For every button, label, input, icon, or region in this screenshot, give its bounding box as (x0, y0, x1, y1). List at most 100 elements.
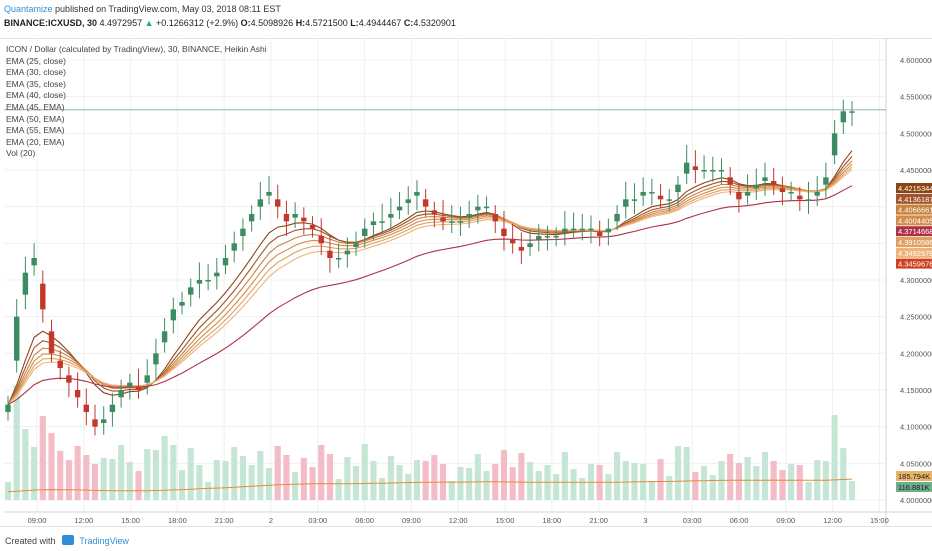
tradingview-logo-icon (62, 535, 75, 545)
candle-body (5, 404, 11, 412)
high-label: H: (295, 18, 306, 28)
volume-bar (405, 474, 412, 500)
price-tag (896, 247, 932, 258)
candle-body (344, 250, 351, 255)
price-tag-label: 4.4066661 (898, 206, 932, 215)
volume-bar (239, 456, 246, 500)
legend-item[interactable]: EMA (45, EMA) (6, 101, 65, 112)
legend-item[interactable]: EMA (20, EMA) (6, 136, 65, 147)
volume-bar (779, 470, 786, 500)
tradingview-link[interactable]: TradingView (79, 536, 129, 546)
legend-item[interactable]: Vol (20) (6, 148, 36, 159)
candle-body (301, 217, 307, 222)
candle-body (509, 239, 516, 244)
volume-bar (335, 479, 342, 500)
candle-body (231, 243, 237, 251)
volume-bar (361, 444, 368, 500)
volume-bar (614, 452, 621, 500)
volume-bar (144, 449, 151, 500)
legend-item[interactable]: EMA (40, close) (6, 90, 66, 101)
candle-body (22, 272, 29, 295)
volume-bar (579, 478, 586, 500)
volume-bar (205, 482, 212, 500)
candle-body (214, 272, 220, 277)
volume-bar (648, 481, 655, 500)
legend-item[interactable]: EMA (55, EMA) (6, 125, 65, 136)
volume-bar (831, 415, 838, 500)
candle-body (718, 170, 725, 172)
volume-bar (48, 433, 55, 500)
legend-item[interactable]: EMA (25, close) (6, 55, 66, 66)
low-label: L: (350, 18, 359, 28)
candle-body (396, 206, 403, 211)
candle-body (92, 419, 98, 427)
volume-bar (187, 448, 194, 500)
candle-body (179, 302, 185, 306)
created-with-label: Created with (5, 536, 56, 546)
low-value: 4.4944467 (358, 18, 402, 28)
candle-body (240, 228, 246, 236)
volume-bar (152, 450, 159, 500)
candle-body (353, 243, 359, 247)
open-label: O: (240, 18, 251, 28)
legend-item[interactable]: EMA (30, close) (6, 67, 66, 78)
candle-body (205, 280, 211, 282)
volume-bar (213, 460, 220, 500)
y-tick-label: 4.0000000 (900, 496, 932, 505)
candle-body (710, 170, 716, 172)
ema-line (7, 185, 853, 406)
x-tick-label: 15:00 (121, 516, 140, 525)
candle-body (492, 214, 498, 222)
volume-bar (4, 482, 12, 500)
volume-bar (735, 463, 742, 500)
volume-bar (387, 456, 394, 500)
candle-body (805, 199, 812, 201)
volume-bar (248, 465, 255, 500)
candle-body (605, 228, 612, 233)
candle-body (101, 419, 107, 423)
candle-body (814, 192, 820, 196)
candle-body (118, 390, 124, 398)
candle-body (466, 214, 472, 218)
ema-line (7, 166, 853, 406)
candle-body (753, 184, 759, 189)
volume-bar (466, 468, 473, 500)
y-tick-label: 4.5000000 (900, 129, 932, 138)
ema-line (7, 169, 853, 406)
candle-body (318, 236, 324, 244)
symbol-label: BINANCE:ICXUSD, 30 (4, 18, 98, 28)
volume-bar (848, 481, 856, 500)
candle-body (701, 170, 707, 172)
candle-body (483, 206, 490, 209)
candle-body (727, 177, 733, 185)
candle-body (83, 404, 90, 412)
candle-body (109, 404, 116, 412)
candle-body (840, 111, 846, 123)
chart-header: Quantamize published on TradingView.com,… (0, 0, 932, 39)
legend-item[interactable]: EMA (35, close) (6, 78, 66, 89)
candle-body (544, 236, 551, 238)
y-tick-label: 4.5500000 (900, 93, 932, 102)
change-arrow-icon: ▲ (144, 18, 154, 28)
volume-bar (300, 458, 307, 500)
volume-bar (74, 446, 81, 500)
volume-tag (896, 482, 932, 492)
x-tick-label: 3 (643, 516, 647, 525)
volume-bar (326, 454, 333, 500)
legend-item[interactable]: EMA (50, EMA) (6, 113, 65, 124)
volume-bar (701, 466, 708, 500)
volume-bar (178, 470, 186, 500)
volume-bar (796, 465, 803, 500)
candle-body (414, 192, 420, 196)
x-tick-label: 12:00 (449, 516, 468, 525)
y-tick-label: 4.3000000 (900, 276, 932, 285)
price-tag-label: 4.4215344 (898, 184, 932, 193)
price-tag-label: 4.4004405 (898, 216, 932, 225)
x-tick-label: 15:00 (870, 516, 889, 525)
x-tick-label: 21:00 (215, 516, 234, 525)
author-link[interactable]: Quantamize (4, 4, 53, 14)
volume-bar (527, 462, 534, 500)
volume-bar (605, 474, 612, 500)
volume-bar (57, 451, 64, 500)
